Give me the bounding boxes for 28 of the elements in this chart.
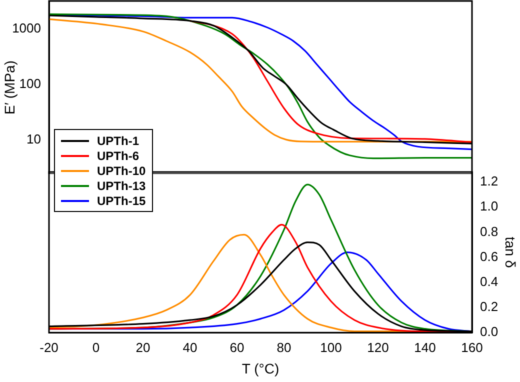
y2-tick-label: 0.4 xyxy=(480,274,498,289)
x-tick-label: 80 xyxy=(276,340,292,355)
y-tick-label: 1000 xyxy=(12,20,41,36)
y2-tick-label: 1.0 xyxy=(480,198,498,214)
x-tick-label: -20 xyxy=(40,340,58,355)
x-tick-label: 40 xyxy=(182,340,198,355)
x-tick-label: 160 xyxy=(461,340,483,355)
legend-label: UPTh-15 xyxy=(97,194,146,208)
legend-label: UPTh-6 xyxy=(97,148,139,162)
y2-tick-label: 0.6 xyxy=(480,248,498,264)
y2-tick-label: 1.2 xyxy=(480,174,498,189)
y-axis-title: E′ (MPa) xyxy=(1,60,18,114)
x-axis-title: T (°C) xyxy=(242,360,280,376)
x-tick-label: 20 xyxy=(136,340,150,355)
legend-label: UPTh-1 xyxy=(97,134,139,148)
x-tick-label: 100 xyxy=(320,340,342,355)
legend-label: UPTh-13 xyxy=(97,178,146,192)
y2-tick-label: 0.0 xyxy=(480,324,498,340)
y-tick-label: 100 xyxy=(19,76,41,91)
x-tick-label: 120 xyxy=(367,340,389,355)
y2-tick-label: 0.2 xyxy=(480,299,498,314)
y2-tick-label: 0.8 xyxy=(480,224,498,239)
y-tick-label: 10 xyxy=(26,131,41,146)
x-tick-label: 60 xyxy=(230,340,244,355)
x-tick-label: 0 xyxy=(92,340,100,355)
y2-axis-title: tan δ xyxy=(502,236,519,268)
x-tick-label: 140 xyxy=(414,340,436,355)
legend-label: UPTh-10 xyxy=(97,164,146,178)
